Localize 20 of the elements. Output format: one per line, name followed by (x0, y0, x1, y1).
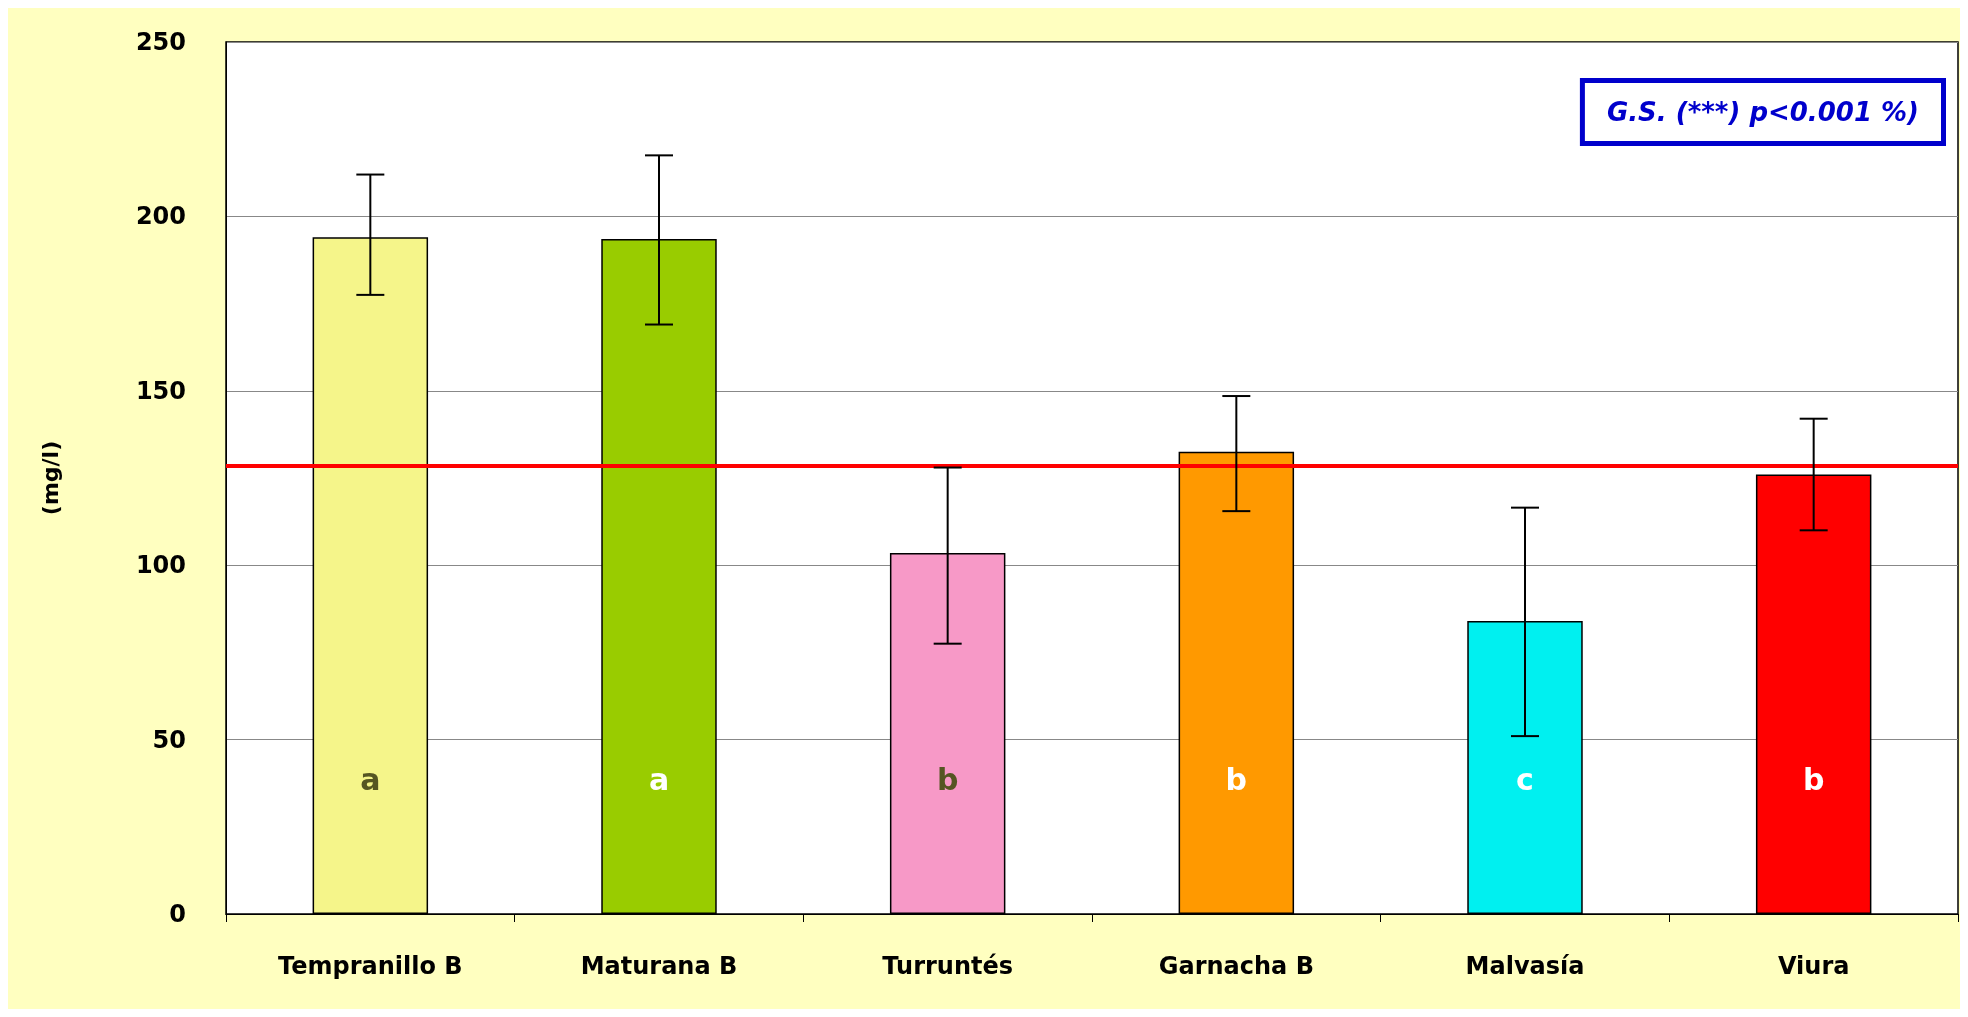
x-tick-label: Viura (1777, 952, 1850, 980)
annotation: c (1516, 761, 1534, 797)
x-tick-label: Malvasía (1465, 952, 1585, 980)
x-tick-label: Maturana B (580, 952, 738, 980)
x-tick-label: Tempranillo B (278, 952, 463, 980)
annotation: b (936, 761, 959, 797)
annotation: b (1225, 761, 1248, 797)
annotation: b (1802, 761, 1825, 797)
annotation: G.S. (***) p<0.001 %) (1606, 97, 1920, 127)
annotation: a (360, 761, 381, 797)
y-tick-label: 150 (135, 376, 186, 405)
y-axis-title: (mg/l) (37, 440, 63, 516)
y-tick-label: 50 (152, 725, 186, 754)
y-tick-label: 100 (135, 551, 186, 580)
y-tick-label: 0 (169, 900, 186, 928)
y-tick-label: 250 (135, 28, 186, 56)
annotation: a (648, 761, 670, 797)
y-tick-label: 200 (135, 202, 186, 231)
x-tick-label: Turruntés (882, 952, 1014, 980)
x-tick-label: Garnacha B (1158, 952, 1314, 980)
